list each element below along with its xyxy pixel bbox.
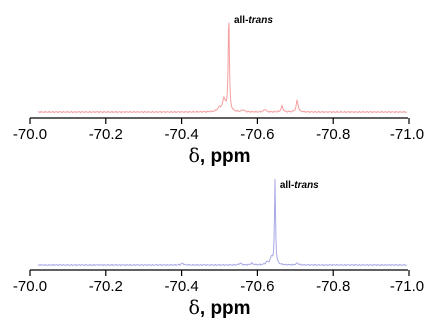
x-axis-title-text: , ppm — [200, 146, 251, 167]
spectrum-trace — [37, 178, 408, 267]
peak-annotation: all-trans — [280, 180, 319, 191]
x-axis-title: δ, ppm — [188, 145, 250, 167]
x-tick-label: -71.0 — [390, 278, 424, 295]
x-axis-title-symbol: δ — [188, 297, 199, 319]
x-tick-label: -70.6 — [240, 278, 274, 295]
peak-annotation-prefix: all- — [280, 180, 294, 191]
peak-annotation-prefix: all- — [234, 15, 248, 26]
x-tick-label: -70.4 — [164, 126, 198, 143]
x-axis-title-symbol: δ — [188, 145, 199, 167]
x-axis-title: δ, ppm — [188, 297, 250, 319]
x-axis-tick-labels: -70.0 -70.2 -70.4 -70.6 -70.8 -71.0 — [13, 126, 424, 143]
peak-annotation: all-trans — [234, 15, 273, 26]
x-tick-label: -70.0 — [13, 278, 47, 295]
spectrum-panel-top: -70.0 -70.2 -70.4 -70.6 -70.8 -71.0 δ, ppm al… — [13, 15, 424, 167]
x-tick-label: -70.8 — [316, 126, 350, 143]
spectrum-panel-bottom: -70.0 -70.2 -70.4 -70.6 -70.8 -71.0 δ, ppm al… — [13, 178, 424, 319]
x-axis-title-text: , ppm — [200, 298, 251, 319]
x-tick-label: -70.4 — [164, 278, 198, 295]
x-tick-label: -70.8 — [316, 278, 350, 295]
x-tick-label: -70.2 — [89, 278, 123, 295]
spectrum-trace — [37, 22, 408, 114]
x-axis-ticks — [29, 118, 410, 124]
x-axis-tick-labels: -70.0 -70.2 -70.4 -70.6 -70.8 -71.0 — [13, 278, 424, 295]
x-tick-label: -71.0 — [390, 126, 424, 143]
x-tick-label: -70.6 — [240, 126, 274, 143]
peak-annotation-italic: trans — [294, 180, 319, 191]
x-tick-label: -70.2 — [89, 126, 123, 143]
x-tick-label: -70.0 — [13, 126, 47, 143]
x-axis-ticks — [29, 270, 410, 276]
peak-annotation-italic: trans — [248, 15, 273, 26]
